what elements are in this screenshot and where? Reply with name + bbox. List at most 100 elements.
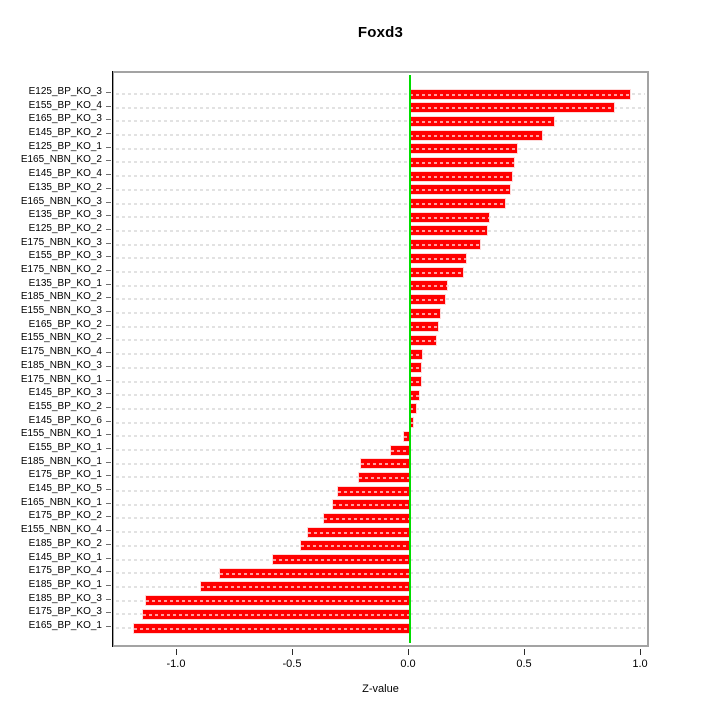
category-gridline — [116, 93, 645, 95]
category-gridline — [116, 271, 645, 273]
y-tick — [106, 406, 111, 408]
plot-area — [112, 71, 649, 647]
y-label-E175_NBN_KO_1: E175_NBN_KO_1 — [20, 373, 102, 385]
y-tick — [106, 489, 111, 491]
y-label-E155_BP_KO_2: E155_BP_KO_2 — [28, 400, 102, 412]
y-tick — [106, 543, 111, 545]
category-gridline — [116, 243, 645, 246]
y-label-E135_BP_KO_3: E135_BP_KO_3 — [28, 209, 102, 221]
x-tick-label: 1.0 — [632, 658, 648, 670]
x-tick-label: -0.5 — [282, 658, 302, 670]
x-tick-label: 0.5 — [516, 658, 532, 670]
y-tick — [106, 626, 111, 627]
y-label-E145_BP_KO_6: E145_BP_KO_6 — [28, 414, 102, 426]
y-tick — [106, 584, 111, 586]
y-label-E145_BP_KO_5: E145_BP_KO_5 — [28, 483, 102, 495]
bar-E165_BP_KO_1 — [133, 623, 410, 633]
zero-reference-line — [409, 75, 411, 643]
category-gridline — [116, 202, 645, 205]
bar-E165_NBN_KO_2 — [410, 157, 515, 167]
category-gridline — [116, 421, 645, 424]
y-tick — [106, 393, 111, 395]
y-label-E165_BP_KO_2: E165_BP_KO_2 — [28, 318, 102, 330]
y-tick — [106, 242, 111, 244]
y-tick — [106, 256, 111, 258]
bar-E175_BP_KO_1 — [358, 472, 410, 482]
x-tick-label: 0.0 — [400, 658, 416, 670]
y-label-E185_NBN_KO_1: E185_NBN_KO_1 — [20, 455, 102, 467]
category-gridline — [116, 312, 645, 315]
y-label-E175_NBN_KO_4: E175_NBN_KO_4 — [20, 346, 102, 358]
bar-E155_BP_KO_2 — [410, 404, 417, 414]
bar-E125_BP_KO_1 — [410, 144, 517, 154]
bar-E165_BP_KO_2 — [410, 322, 438, 332]
bar-E125_BP_KO_3 — [410, 89, 631, 99]
y-label-E175_NBN_KO_2: E175_NBN_KO_2 — [20, 264, 102, 275]
category-gridline — [116, 449, 645, 451]
y-label-E175_NBN_KO_3: E175_NBN_KO_3 — [20, 236, 102, 248]
category-gridline — [116, 175, 645, 178]
y-label-E145_BP_KO_4: E145_BP_KO_4 — [28, 168, 102, 180]
y-label-E185_NBN_KO_2: E185_NBN_KO_2 — [20, 291, 102, 303]
y-tick — [106, 571, 111, 573]
y-tick — [106, 557, 111, 559]
bar-E175_BP_KO_4 — [219, 568, 410, 578]
y-label-E165_BP_KO_1: E165_BP_KO_1 — [28, 620, 102, 631]
bar-E145_BP_KO_6 — [410, 418, 413, 428]
y-tick — [106, 160, 111, 162]
y-tick — [106, 283, 111, 285]
y-tick — [106, 228, 111, 230]
y-tick — [106, 215, 111, 217]
category-gridline — [116, 407, 645, 410]
y-tick — [106, 461, 111, 463]
category-gridline — [116, 134, 645, 137]
category-gridline — [116, 188, 645, 191]
bar-E135_BP_KO_1 — [410, 281, 448, 291]
y-label-E155_NBN_KO_4: E155_NBN_KO_4 — [20, 524, 102, 536]
bar-E165_NBN_KO_3 — [410, 199, 506, 209]
y-label-E175_BP_KO_2: E175_BP_KO_2 — [28, 510, 102, 522]
y-label-E175_BP_KO_1: E175_BP_KO_1 — [28, 469, 102, 481]
bar-E165_BP_KO_3 — [410, 116, 554, 126]
bar-E155_BP_KO_4 — [410, 103, 615, 113]
x-axis-title: Z-value — [362, 683, 399, 695]
y-tick — [106, 133, 111, 135]
y-tick — [106, 119, 111, 121]
category-gridline — [116, 147, 645, 150]
x-tick-label: -1.0 — [166, 658, 186, 670]
y-tick — [106, 338, 111, 340]
y-label-E145_BP_KO_2: E145_BP_KO_2 — [28, 127, 102, 139]
y-label-E155_BP_KO_4: E155_BP_KO_4 — [28, 99, 102, 111]
y-tick — [106, 297, 111, 299]
y-label-E165_NBN_KO_3: E165_NBN_KO_3 — [20, 195, 102, 207]
y-label-E185_BP_KO_1: E185_BP_KO_1 — [28, 578, 102, 590]
y-tick — [106, 105, 111, 107]
bar-E185_NBN_KO_3 — [410, 363, 421, 373]
bar-E155_BP_KO_3 — [410, 253, 466, 263]
x-tick — [524, 649, 525, 655]
category-gridline — [116, 161, 645, 164]
category-gridline — [116, 298, 645, 301]
y-axis-line — [112, 71, 113, 647]
y-tick — [106, 146, 111, 148]
y-label-E175_BP_KO_3: E175_BP_KO_3 — [28, 606, 102, 618]
bar-E175_NBN_KO_2 — [410, 267, 464, 277]
bar-E155_BP_KO_1 — [391, 445, 410, 455]
bar-E175_NBN_KO_1 — [410, 377, 421, 387]
bar-E145_BP_KO_4 — [410, 171, 513, 181]
x-tick — [176, 649, 177, 655]
bar-E135_BP_KO_2 — [410, 185, 510, 195]
y-label-E125_BP_KO_2: E125_BP_KO_2 — [28, 222, 102, 234]
category-gridline — [116, 106, 645, 109]
bar-E185_BP_KO_3 — [145, 596, 410, 606]
y-tick — [106, 92, 111, 93]
category-gridline — [116, 325, 645, 328]
bar-E145_BP_KO_1 — [273, 555, 410, 565]
y-tick — [106, 598, 111, 600]
y-tick — [106, 174, 111, 176]
category-gridline — [116, 229, 645, 232]
y-tick — [106, 448, 111, 449]
y-label-E125_BP_KO_1: E125_BP_KO_1 — [28, 140, 102, 152]
y-label-E155_NBN_KO_2: E155_NBN_KO_2 — [20, 332, 102, 344]
